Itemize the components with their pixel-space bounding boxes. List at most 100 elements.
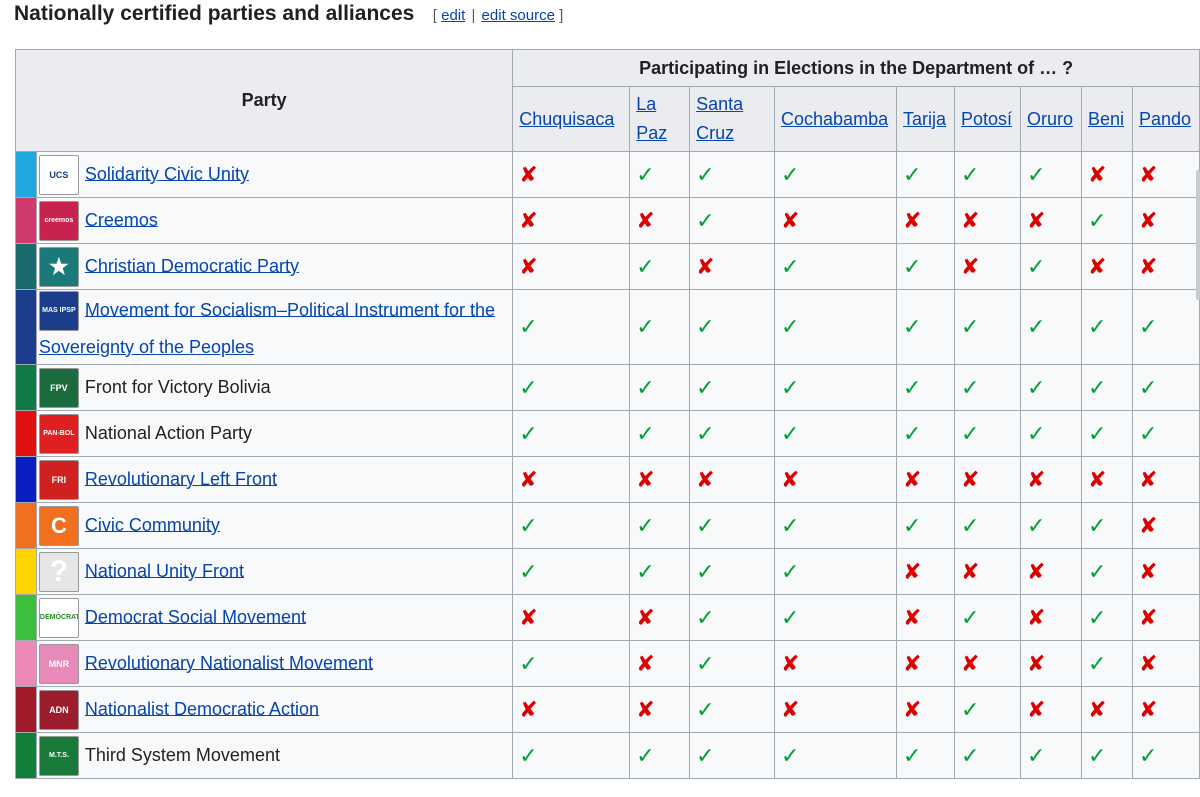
- party-name-link[interactable]: Democrat Social Movement: [84, 606, 306, 627]
- cross-icon: ✘: [1026, 207, 1046, 233]
- scrollbar[interactable]: [1196, 170, 1200, 300]
- department-header: Beni: [1080, 86, 1133, 152]
- participation-cell: ✘: [512, 151, 631, 198]
- party-cell: ★ Christian Democratic Party: [35, 243, 514, 290]
- department-link[interactable]: La Paz: [636, 94, 668, 143]
- department-link[interactable]: Pando: [1138, 108, 1191, 129]
- participation-cell: ✓: [953, 732, 1021, 779]
- party-name-link[interactable]: Revolutionary Nationalist Movement: [84, 652, 374, 673]
- participation-cell: ✘: [896, 197, 955, 244]
- check-icon: ✓: [519, 558, 538, 584]
- participation-cell: ✘: [774, 456, 897, 503]
- party-cell: creemos Creemos: [35, 197, 514, 244]
- participation-cell: ✘: [1019, 548, 1082, 595]
- check-icon: ✓: [636, 314, 655, 339]
- cross-icon: ✘: [903, 466, 922, 492]
- participation-cell: ✓: [896, 410, 955, 457]
- department-link[interactable]: Beni: [1087, 108, 1124, 129]
- party-cell: FPV Front for Victory Bolivia: [35, 364, 514, 411]
- participation-cell: ✘: [1019, 640, 1082, 687]
- cross-icon: ✘: [1138, 512, 1158, 538]
- cross-icon: ✘: [1026, 650, 1046, 676]
- participation-cell: ✓: [774, 502, 897, 549]
- participation-cell: ✓: [1080, 289, 1133, 365]
- participation-cell: ✘: [512, 197, 631, 244]
- check-icon: ✓: [781, 742, 800, 768]
- cross-icon: ✘: [519, 604, 538, 630]
- party-color-swatch: [15, 732, 37, 779]
- table-row: ★ Christian Democratic Party ✘ ✓ ✘ ✓ ✓ ✘ ✓ ✘ ✘: [15, 243, 1200, 290]
- creemos-logo-icon: creemos: [38, 200, 79, 241]
- department-link[interactable]: Santa Cruz: [696, 94, 744, 143]
- table-row: FRI Revolutionary Left Front ✘ ✘ ✘ ✘ ✘ ✘ ✘ ✘ ✘: [15, 456, 1200, 503]
- participation-cell: ✓: [512, 502, 631, 549]
- department-link[interactable]: Potosí: [960, 108, 1013, 129]
- party-name-link[interactable]: Solidarity Civic Unity: [84, 163, 249, 184]
- participation-cell: ✘: [689, 243, 776, 290]
- department-link[interactable]: Chuquisaca: [519, 108, 615, 129]
- party-name-link[interactable]: Movement for Socialism–Political Instrum…: [38, 299, 496, 357]
- cross-icon: ✘: [696, 466, 715, 492]
- department-link[interactable]: Tarija: [903, 108, 947, 129]
- participation-cell: ✓: [1080, 410, 1133, 457]
- participation-cell: ✓: [1019, 243, 1082, 290]
- participation-cell: ✘: [629, 594, 691, 641]
- cross-icon: ✘: [903, 650, 922, 676]
- participation-cell: ✓: [629, 732, 691, 779]
- participation-cell: ✓: [1080, 502, 1133, 549]
- check-icon: ✓: [903, 512, 922, 538]
- check-icon: ✓: [960, 374, 980, 400]
- participation-cell: ✓: [774, 289, 897, 365]
- party-color-swatch: [15, 197, 37, 244]
- department-header: Santa Cruz: [689, 86, 776, 152]
- table-row: MAS IPSP Movement for Socialism–Political…: [15, 289, 1200, 365]
- cross-icon: ✘: [1138, 466, 1158, 492]
- check-icon: ✓: [636, 512, 655, 538]
- participation-cell: ✘: [953, 548, 1021, 595]
- party-name-link[interactable]: National Unity Front: [84, 560, 244, 581]
- participation-cell: ✘: [953, 197, 1021, 244]
- participation-cell: ✘: [774, 197, 897, 244]
- cross-icon: ✘: [960, 253, 980, 279]
- check-icon: ✓: [1087, 558, 1107, 584]
- cross-icon: ✘: [903, 604, 922, 630]
- party-name-link[interactable]: Revolutionary Left Front: [84, 468, 277, 489]
- participation-cell: ✘: [629, 456, 691, 503]
- participation-cell: ✓: [689, 364, 776, 411]
- participation-cell: ✓: [1080, 364, 1133, 411]
- section-title: Nationally certified parties and allianc…: [14, 2, 415, 25]
- party-name-link[interactable]: Creemos: [84, 209, 158, 230]
- party-cell: ? National Unity Front: [35, 548, 514, 595]
- participation-cell: ✓: [774, 151, 897, 198]
- participation-cell: ✓: [1131, 732, 1200, 779]
- participation-cell: ✓: [896, 732, 955, 779]
- edit-link[interactable]: edit: [441, 7, 466, 24]
- participation-cell: ✘: [1131, 456, 1200, 503]
- check-icon: ✓: [696, 161, 715, 187]
- check-icon: ✓: [1026, 420, 1046, 446]
- check-icon: ✓: [781, 420, 800, 446]
- check-icon: ✓: [519, 420, 538, 446]
- department-link[interactable]: Oruro: [1026, 108, 1073, 129]
- mds-logo-icon: DEMÓCRATAS: [38, 597, 79, 638]
- participation-cell: ✓: [953, 502, 1021, 549]
- edit-source-link[interactable]: edit source: [481, 7, 555, 24]
- participation-cell: ✘: [1019, 686, 1082, 733]
- cross-icon: ✘: [960, 207, 980, 233]
- party-name-link[interactable]: Nationalist Democratic Action: [84, 698, 320, 719]
- cross-icon: ✘: [1138, 207, 1158, 233]
- party-cell: M.T.S. Third System Movement: [35, 732, 514, 779]
- fpv-logo-icon: FPV: [38, 367, 79, 408]
- party-name-link[interactable]: Christian Democratic Party: [84, 255, 299, 276]
- check-icon: ✓: [781, 314, 800, 339]
- check-icon: ✓: [960, 604, 980, 630]
- party-name-link[interactable]: Civic Community: [84, 514, 220, 535]
- cross-icon: ✘: [1026, 558, 1046, 584]
- check-icon: ✓: [960, 512, 980, 538]
- department-group-header: Participating in Elections in the Depart…: [512, 49, 1200, 87]
- check-icon: ✓: [519, 314, 538, 339]
- department-header: Tarija: [896, 86, 955, 152]
- department-link[interactable]: Cochabamba: [781, 108, 889, 129]
- participation-cell: ✘: [1131, 197, 1200, 244]
- check-icon: ✓: [519, 650, 538, 676]
